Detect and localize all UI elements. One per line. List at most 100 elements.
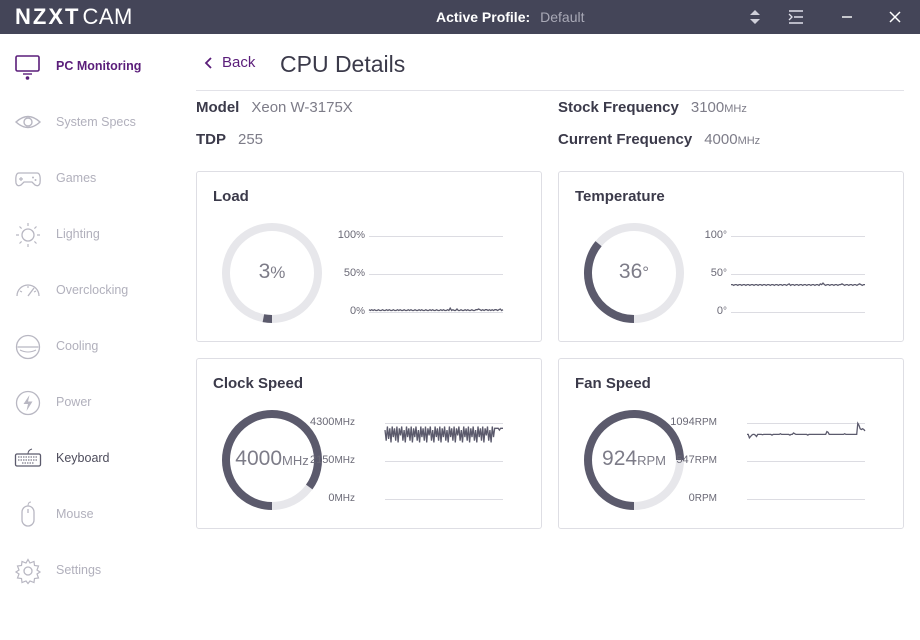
y-tick-value: 2150	[309, 454, 335, 466]
series-line	[368, 306, 504, 312]
minimize-icon[interactable]	[838, 8, 856, 26]
y-tick-label: 100%	[335, 229, 365, 241]
spec-tdp-value: 255	[238, 131, 264, 148]
back-button[interactable]: Back	[204, 54, 264, 74]
y-tick-value: 100	[337, 229, 357, 241]
close-icon[interactable]	[886, 8, 904, 26]
y-tick-unit: °	[723, 306, 727, 317]
gauge-value-number: 4000	[235, 447, 282, 470]
sidebar-item-label: Power	[56, 395, 92, 409]
sidebar-item-label: Mouse	[56, 507, 94, 521]
gauge-value-unit: MHz	[282, 453, 309, 468]
gauge-value-arc	[222, 410, 322, 510]
gauge: 4000MHz	[207, 403, 322, 513]
spec-stock-unit: MHz	[724, 103, 747, 115]
sidebar-item-power[interactable]: Power	[0, 382, 182, 422]
title-bar: NZXTCAM Active Profile: Default	[0, 0, 920, 34]
spec-current-unit: MHz	[737, 135, 761, 147]
sidebar-item-keyboard[interactable]: Keyboard	[0, 438, 182, 478]
sparkline-chart	[384, 423, 503, 500]
spec-model: Model Xeon W-3175X	[196, 99, 353, 116]
gauge-value: 924RPM	[569, 447, 699, 471]
y-tick-label: 100°	[697, 229, 727, 241]
gear-icon	[14, 557, 42, 585]
eye-icon	[14, 109, 42, 135]
spec-current-frequency: Current Frequency 4000MHz	[558, 131, 760, 148]
gauge-value-unit: %	[270, 263, 286, 282]
active-profile-label: Active Profile:	[436, 9, 531, 25]
spec-stock-frequency: Stock Frequency 3100MHz	[558, 99, 747, 116]
keyboard-icon	[14, 445, 42, 471]
cooling-icon	[14, 333, 42, 360]
y-tick-unit: RPM	[694, 417, 717, 428]
spec-stock-value: 3100	[690, 99, 725, 116]
y-tick-unit: %	[356, 306, 365, 317]
panel-title: Load	[213, 188, 249, 205]
y-tick-value: 0	[688, 492, 695, 504]
y-tick-unit: MHz	[334, 493, 355, 504]
y-tick-value: 547	[676, 454, 695, 466]
gauge: 3%	[207, 216, 322, 326]
chevron-left-icon	[204, 57, 212, 69]
y-tick-value: 1094	[670, 416, 695, 428]
y-tick-value: 0	[349, 305, 357, 317]
gauge-value-arc	[584, 241, 635, 323]
sidebar-item-lighting[interactable]: Lighting	[0, 214, 182, 254]
spec-model-label: Model	[196, 99, 240, 116]
sparkline-chart	[731, 236, 865, 313]
back-label: Back	[222, 54, 256, 71]
spec-current-value: 4000	[704, 131, 738, 148]
y-tick-value: 0	[328, 492, 335, 504]
sun-icon	[14, 221, 42, 247]
sidebar-item-cooling[interactable]: Cooling	[0, 326, 182, 366]
sidebar-item-label: Settings	[56, 563, 102, 577]
sidebar-item-settings[interactable]: Settings	[0, 550, 182, 590]
gauge-value: 4000MHz	[207, 447, 337, 471]
gauge-value: 3%	[207, 260, 337, 284]
series-line	[747, 421, 866, 440]
speedometer-icon	[14, 277, 42, 303]
sidebar-item-label: Cooling	[56, 339, 99, 353]
gauge-value-number: 924	[602, 447, 638, 470]
logo-brand: NZXT	[15, 4, 81, 29]
y-tick-value: 0	[716, 305, 723, 317]
sidebar-item-pc-monitoring[interactable]: PC Monitoring	[0, 46, 182, 86]
y-tick-label: 0MHz	[299, 492, 355, 504]
spec-tdp-label: TDP	[196, 131, 226, 148]
y-tick-label: 547RPM	[661, 454, 717, 466]
header-divider	[196, 90, 904, 91]
sort-arrows-icon[interactable]	[746, 8, 764, 26]
active-profile-value[interactable]: Default	[540, 9, 585, 25]
panel-title: Temperature	[575, 188, 665, 205]
panel-title: Clock Speed	[213, 375, 304, 392]
gauge-value-number: 3	[258, 260, 271, 283]
sidebar-item-overclocking[interactable]: Overclocking	[0, 270, 182, 310]
gauge-value-unit: °	[642, 263, 650, 282]
y-tick-label: 4300MHz	[299, 416, 355, 428]
spec-tdp: TDP 255	[196, 131, 263, 148]
y-tick-unit: MHz	[334, 455, 355, 466]
mouse-icon	[14, 501, 42, 527]
fan-speed-panel: Fan Speed 924RPM 1094RPM 547RPM 0RPM	[558, 358, 904, 529]
sparkline-chart	[368, 236, 504, 313]
sidebar-item-label: Games	[56, 171, 97, 185]
y-tick-unit: RPM	[694, 455, 717, 466]
y-tick-label: 1094RPM	[661, 416, 717, 428]
sidebar-item-games[interactable]: Games	[0, 158, 182, 198]
active-profile[interactable]: Active Profile: Default	[436, 9, 585, 25]
y-tick-label: 0RPM	[661, 492, 717, 504]
gamepad-icon	[14, 165, 42, 191]
menu-icon[interactable]	[787, 8, 805, 26]
gauge: 924RPM	[569, 403, 684, 513]
sidebar-item-label: Lighting	[56, 227, 100, 241]
sparkline-chart	[747, 421, 866, 500]
y-tick-value: 50	[343, 267, 357, 279]
spec-stock-label: Stock Frequency	[558, 99, 679, 116]
gauge-value-number: 36	[618, 260, 643, 283]
sidebar-item-mouse[interactable]: Mouse	[0, 494, 182, 534]
y-tick-unit: MHz	[334, 417, 355, 428]
y-tick-label: 50°	[697, 267, 727, 279]
sidebar-item-label: PC Monitoring	[56, 59, 142, 73]
sidebar-item-system-specs[interactable]: System Specs	[0, 102, 182, 142]
lightning-icon	[14, 389, 42, 416]
